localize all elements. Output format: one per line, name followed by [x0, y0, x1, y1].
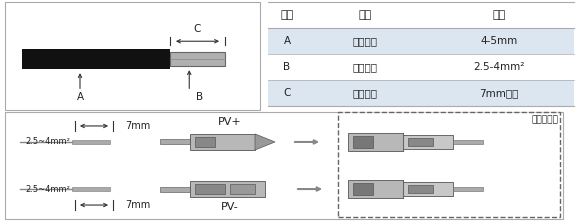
- Bar: [195, 137, 215, 147]
- Text: 2.5-4mm²: 2.5-4mm²: [473, 62, 525, 72]
- Bar: [348, 133, 403, 151]
- Bar: [22, 49, 170, 69]
- Text: 逆变器内部: 逆变器内部: [531, 115, 558, 125]
- Bar: [72, 140, 110, 144]
- Text: 剥线长度: 剥线长度: [353, 88, 377, 98]
- Text: B: B: [283, 62, 291, 72]
- Bar: [403, 135, 453, 149]
- Text: PV-: PV-: [221, 202, 239, 212]
- Bar: [5, 2, 260, 110]
- Text: 7mm: 7mm: [125, 200, 151, 210]
- Bar: [268, 80, 574, 106]
- Text: A: A: [76, 92, 84, 102]
- Text: 说明: 说明: [358, 10, 372, 20]
- Bar: [453, 187, 483, 191]
- Bar: [403, 182, 453, 196]
- Bar: [453, 140, 483, 144]
- Bar: [190, 181, 265, 197]
- Bar: [353, 183, 373, 195]
- Text: 7mm左右: 7mm左右: [479, 88, 518, 98]
- Bar: [190, 134, 255, 150]
- Text: B: B: [196, 92, 203, 102]
- Text: 名称: 名称: [280, 10, 294, 20]
- Bar: [72, 187, 110, 191]
- Text: PV+: PV+: [218, 117, 242, 127]
- Bar: [353, 136, 373, 148]
- Bar: [160, 139, 190, 145]
- Bar: [338, 112, 560, 217]
- Bar: [268, 28, 574, 54]
- Text: 2.5~4mm²: 2.5~4mm²: [25, 137, 71, 147]
- Bar: [408, 138, 433, 146]
- Text: 2.5~4mm²: 2.5~4mm²: [25, 184, 71, 194]
- Text: A: A: [283, 36, 291, 46]
- Bar: [195, 184, 225, 194]
- Text: 导线外径: 导线外径: [353, 36, 377, 46]
- Text: C: C: [194, 24, 201, 34]
- Bar: [5, 112, 563, 219]
- Text: 4-5mm: 4-5mm: [480, 36, 518, 46]
- Bar: [230, 184, 255, 194]
- Bar: [160, 186, 190, 192]
- Bar: [268, 54, 574, 80]
- Text: 导线内径: 导线内径: [353, 62, 377, 72]
- Text: 数值: 数值: [492, 10, 506, 20]
- Polygon shape: [255, 134, 275, 150]
- Bar: [170, 52, 225, 66]
- Text: C: C: [283, 88, 291, 98]
- Bar: [408, 185, 433, 193]
- Bar: [348, 180, 403, 198]
- Bar: [268, 2, 574, 28]
- Text: 7mm: 7mm: [125, 121, 151, 131]
